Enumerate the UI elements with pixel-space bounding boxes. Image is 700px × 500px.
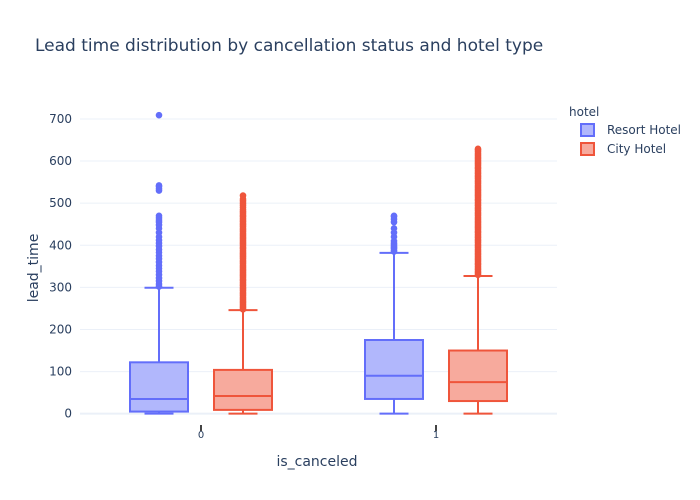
y-tick-label: 700 <box>49 112 72 126</box>
y-tick-label: 400 <box>49 238 72 252</box>
box-resort-hotel-1 <box>364 212 424 415</box>
x-tick-label: 0 <box>198 430 204 441</box>
x-tick-label: 1 <box>433 430 439 441</box>
outlier-point <box>155 212 163 220</box>
y-tick-label: 0 <box>64 407 72 421</box>
outlier-point <box>239 192 247 199</box>
legend-item-resort-hotel[interactable]: Resort Hotel <box>580 123 681 137</box>
outlier-point <box>155 182 163 189</box>
y-tick-label: 200 <box>49 322 72 336</box>
box-body <box>364 339 424 400</box>
box-body <box>129 361 189 413</box>
legend-label: Resort Hotel <box>607 123 681 137</box>
outlier-point <box>474 145 482 153</box>
legend-swatch <box>580 123 595 137</box>
y-tick-label: 300 <box>49 280 72 294</box>
box-body <box>213 368 273 411</box>
legend-swatch <box>580 142 595 156</box>
outlier-point <box>390 225 398 232</box>
box-resort-hotel-0 <box>129 111 189 415</box>
box-body <box>448 349 508 403</box>
box-group <box>129 111 508 415</box>
outlier-point <box>155 111 163 119</box>
legend-item-city-hotel[interactable]: City Hotel <box>580 142 666 156</box>
outlier-point <box>390 212 398 220</box>
y-tick-label: 600 <box>49 154 72 168</box>
y-tick-label: 100 <box>49 365 72 379</box>
legend-title: hotel <box>569 105 599 119</box>
y-axis-title: lead_time <box>26 234 42 303</box>
box-city-hotel-0 <box>213 192 273 415</box>
x-axis-title: is_canceled <box>276 454 357 470</box>
chart-title: Lead time distribution by cancellation s… <box>35 36 543 56</box>
legend[interactable]: hotel Resort Hotel City Hotel <box>569 105 681 156</box>
y-tick-label: 500 <box>49 196 72 210</box>
legend-label: City Hotel <box>607 142 666 156</box>
y-tick-labels: 0 100 200 300 400 500 600 700 <box>49 112 72 421</box>
box-city-hotel-1 <box>448 145 508 415</box>
